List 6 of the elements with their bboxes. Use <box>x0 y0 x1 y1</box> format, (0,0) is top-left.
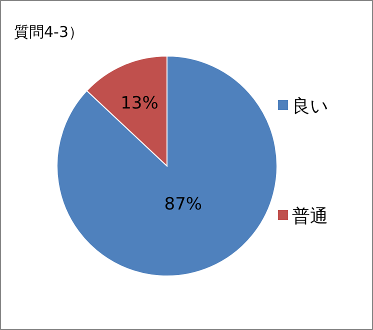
legend-label: 普通 <box>292 206 328 227</box>
legend-label: 良い <box>292 96 328 117</box>
data-label: 87% <box>164 194 202 214</box>
chart-title: 質問4-3） <box>14 23 84 41</box>
pie-slice <box>56 56 278 276</box>
data-label: 13% <box>120 93 158 114</box>
